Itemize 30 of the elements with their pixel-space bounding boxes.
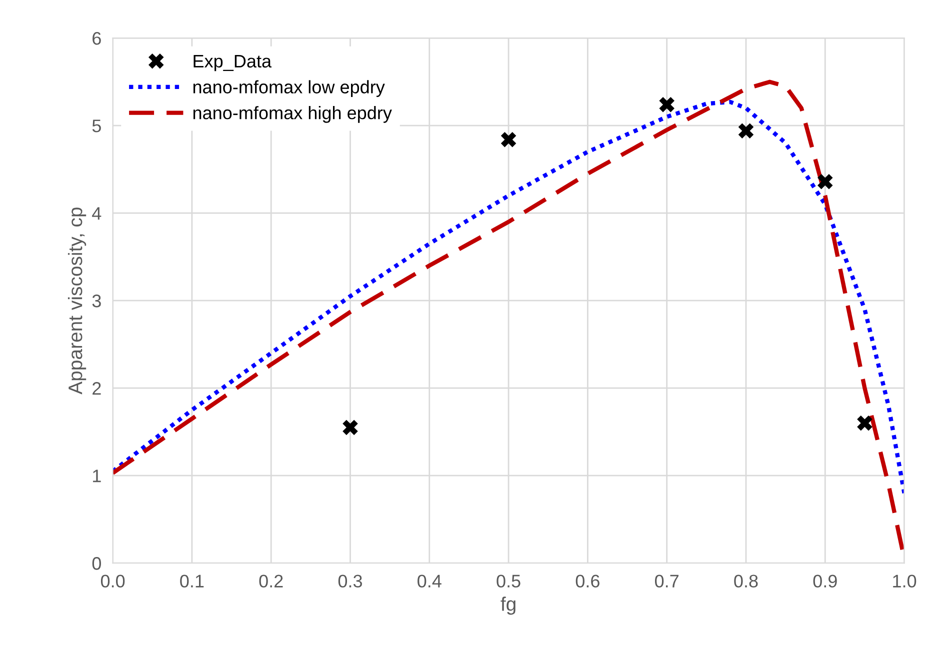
x-tick-label: 0.5 (496, 574, 520, 588)
legend-label: nano-mfomax low epdry (193, 80, 385, 98)
point (659, 96, 674, 112)
x-tick-label: 0.3 (338, 574, 362, 588)
x-tick-label: 0.8 (734, 574, 758, 588)
point (738, 123, 754, 138)
point (857, 415, 872, 431)
x-tick-label: 1.0 (893, 574, 916, 588)
x-tick-label: 0.9 (813, 574, 837, 588)
y-tick-label: 6 (92, 32, 101, 45)
point (817, 174, 833, 190)
y-tick-label: 2 (92, 382, 101, 395)
x-tick-label: 0.0 (100, 574, 125, 588)
y-tick-label: 3 (92, 294, 101, 308)
x-tick-label: 0.4 (418, 574, 442, 588)
y-axis-title: Apparent viscosity, cp (68, 208, 86, 394)
x-tick-label: 0.6 (576, 574, 600, 588)
legend-label: nano-mfomax high epdry (193, 106, 392, 123)
point (500, 132, 516, 148)
y-tick-label: 5 (92, 120, 101, 132)
legend-label: Exp_Data (194, 54, 272, 72)
y-tick-label: 1 (93, 470, 101, 482)
x-tick-label: 0.7 (654, 574, 678, 588)
x-tick-label: 0.2 (259, 574, 283, 588)
x-tick-label: 0.1 (180, 574, 204, 588)
y-tick-label: 4 (92, 207, 102, 220)
line-series (112, 100, 904, 496)
y-tick-label: 0 (92, 557, 101, 570)
point (342, 420, 358, 436)
x-axis-title: fg (500, 596, 516, 615)
